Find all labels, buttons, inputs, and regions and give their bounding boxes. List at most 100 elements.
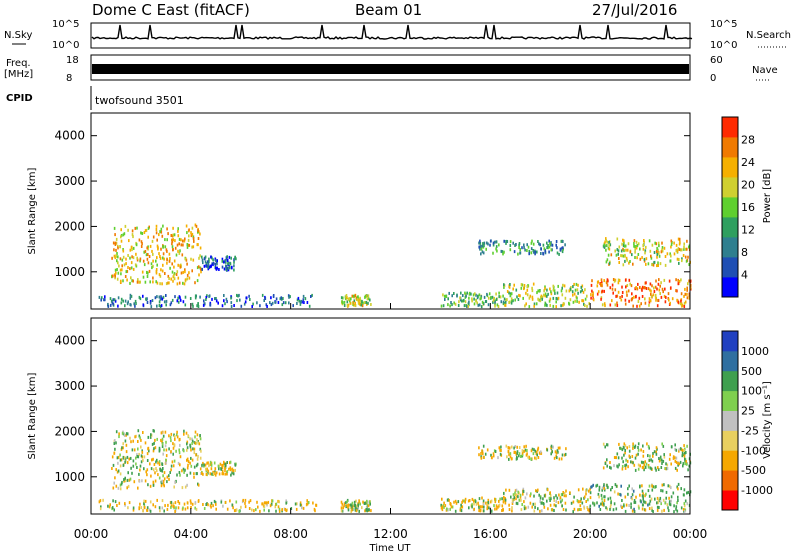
data-cell — [485, 247, 487, 251]
data-cell — [346, 296, 348, 299]
data-cell — [209, 460, 212, 464]
data-cell — [226, 461, 228, 464]
data-cell — [184, 278, 187, 282]
data-cell — [657, 498, 660, 502]
data-cell — [530, 457, 532, 461]
data-cell — [146, 246, 148, 250]
data-cell — [114, 447, 116, 451]
data-cell — [532, 502, 535, 506]
data-cell — [544, 292, 547, 296]
data-cell — [147, 245, 149, 249]
data-cell — [655, 250, 658, 253]
data-cell — [510, 495, 512, 499]
data-cell — [585, 492, 587, 496]
data-cell — [544, 287, 546, 291]
data-cell — [369, 500, 371, 504]
data-cell — [650, 292, 652, 296]
colorbar-tick-label: 8 — [741, 246, 748, 259]
x-tick-label: 08:00 — [273, 527, 308, 541]
data-cell — [173, 459, 176, 463]
data-cell — [193, 441, 196, 445]
data-cell — [163, 477, 166, 481]
data-cell — [159, 297, 162, 301]
data-cell — [152, 483, 155, 487]
data-cell — [657, 264, 659, 267]
data-cell — [592, 293, 594, 297]
data-cell — [611, 283, 614, 287]
data-cell — [100, 298, 102, 302]
data-cell — [196, 462, 199, 466]
data-cell — [651, 295, 653, 299]
data-cell — [107, 302, 109, 306]
data-cell — [678, 280, 681, 283]
data-cell — [480, 452, 482, 455]
data-cell — [569, 491, 571, 495]
data-cell — [675, 278, 677, 282]
data-cell — [486, 292, 488, 296]
data-cell — [138, 295, 141, 299]
data-cell — [172, 248, 174, 252]
data-cell — [230, 256, 232, 260]
data-cell — [206, 264, 208, 268]
data-cell — [530, 251, 533, 255]
data-cell — [175, 479, 177, 483]
data-cell — [477, 303, 480, 307]
data-cell — [662, 444, 665, 448]
data-cell — [226, 300, 228, 304]
data-cell — [116, 277, 119, 281]
data-cell — [170, 277, 172, 281]
data-cell — [124, 476, 126, 480]
data-cell — [151, 442, 154, 446]
data-cell — [510, 292, 513, 296]
data-cell — [139, 468, 141, 472]
data-cell — [477, 501, 479, 505]
data-cell — [513, 283, 515, 287]
data-cell — [624, 464, 626, 468]
data-cell — [648, 303, 650, 307]
data-cell — [618, 257, 620, 260]
data-cell — [482, 444, 485, 448]
data-cell — [673, 252, 676, 256]
data-cell — [144, 441, 147, 445]
data-cell — [127, 471, 129, 475]
data-cell — [667, 484, 670, 488]
data-cell — [520, 498, 522, 502]
data-cell — [146, 468, 149, 472]
data-cell — [495, 247, 497, 251]
data-cell — [111, 275, 113, 279]
data-cell — [665, 490, 668, 494]
data-cell — [610, 253, 613, 257]
data-cell — [598, 495, 600, 499]
data-cell — [214, 501, 217, 505]
data-cell — [173, 273, 175, 277]
data-cell — [534, 456, 536, 460]
data-cell — [676, 257, 679, 261]
data-cell — [151, 266, 153, 270]
data-cell — [641, 295, 644, 298]
data-cell — [482, 251, 485, 255]
data-cell — [683, 245, 685, 249]
data-cell — [177, 229, 179, 233]
data-cell — [485, 501, 487, 505]
data-cell — [156, 263, 158, 267]
data-cell — [161, 442, 164, 446]
data-cell — [509, 283, 511, 286]
data-cell — [602, 442, 605, 446]
data-cell — [215, 297, 217, 300]
data-cell — [680, 278, 682, 282]
data-cell — [160, 484, 163, 488]
data-cell — [165, 454, 168, 458]
data-cell — [306, 502, 308, 506]
data-cell — [518, 498, 521, 502]
data-cell — [625, 503, 628, 507]
data-cell — [204, 463, 207, 467]
data-cell — [132, 279, 134, 283]
data-cell — [191, 232, 194, 236]
data-cell — [143, 250, 145, 254]
data-cell — [631, 297, 634, 300]
data-cell — [561, 453, 564, 457]
data-cell — [248, 294, 250, 298]
data-cell — [530, 449, 533, 453]
colorbar-segment — [722, 470, 738, 491]
data-cell — [218, 268, 220, 271]
